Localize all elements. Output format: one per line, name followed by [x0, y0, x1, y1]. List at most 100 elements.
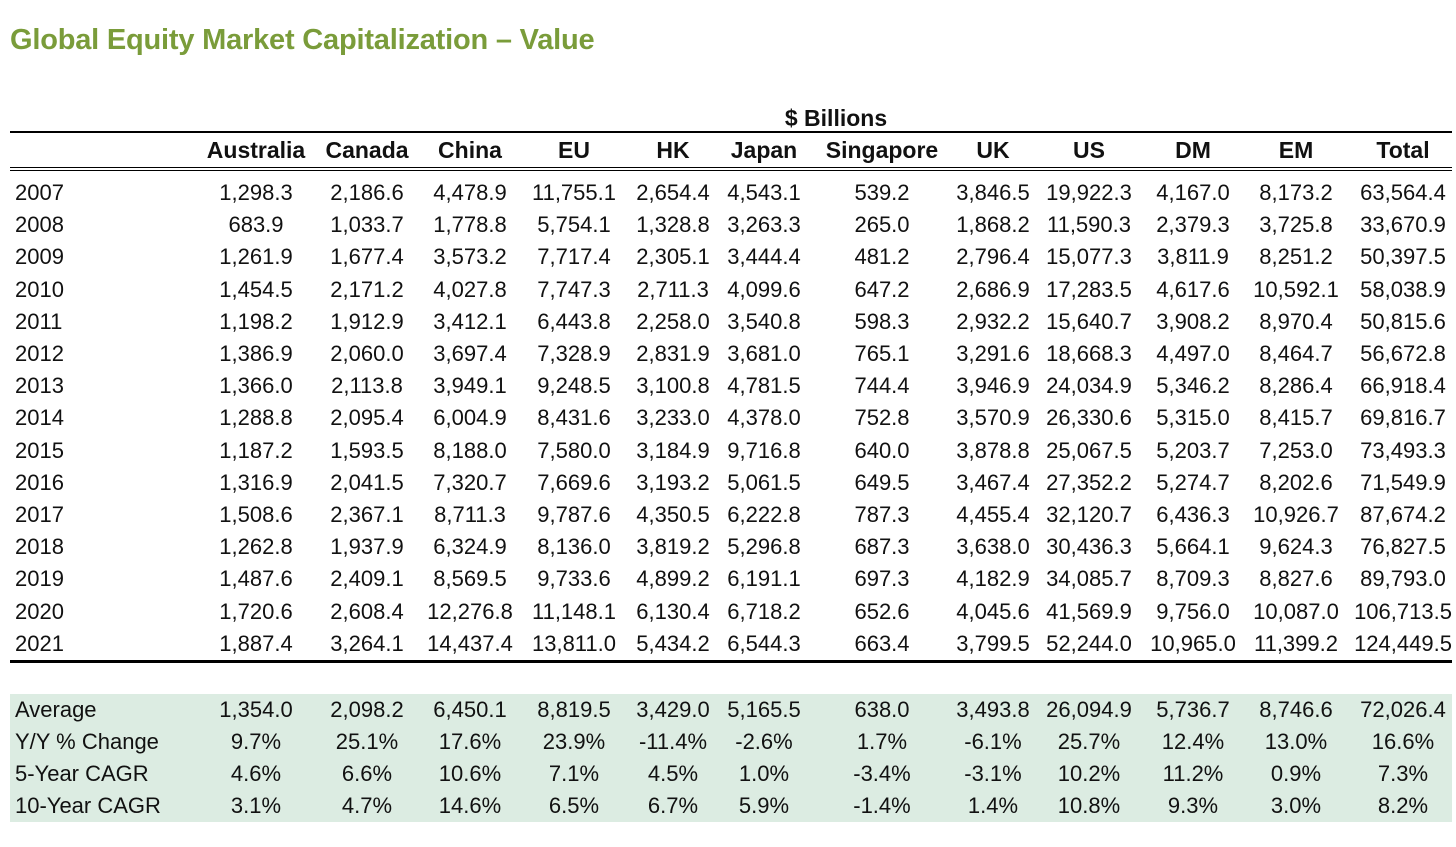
value-cell: 683.9 [228, 212, 284, 238]
value-cell: 2,098.2 [330, 696, 404, 722]
value-cell: 3,573.2 [433, 244, 507, 270]
value-cell: 16.6% [1371, 728, 1435, 754]
value-cell: 10.6% [438, 760, 502, 786]
value-cell: 27,352.2 [1046, 469, 1132, 495]
value-cell: 2,711.3 [637, 276, 709, 302]
value-cell: 124,449.5 [1354, 627, 1452, 663]
value-cell: 1,487.6 [219, 566, 293, 592]
value-cell: 6.7% [647, 792, 699, 818]
value-cell: 5,346.2 [1156, 373, 1230, 399]
value-cell: 1.4% [967, 792, 1019, 818]
value-cell: 19,922.3 [1046, 180, 1132, 206]
value-cell: 10.2% [1057, 760, 1121, 786]
value-cell: 1,288.8 [219, 405, 293, 431]
value-cell: 3,799.5 [956, 627, 1030, 663]
value-cell: 1,187.2 [219, 437, 293, 463]
value-cell: 2,367.1 [330, 501, 404, 527]
row-label-cell: 2011 [15, 308, 63, 334]
value-cell: 26,094.9 [1046, 696, 1132, 722]
value-cell: 2,113.8 [331, 373, 403, 399]
row-label-cell: 2010 [15, 276, 64, 302]
value-cell: 7,253.0 [1259, 437, 1333, 463]
value-cell: 9,733.6 [537, 566, 611, 592]
value-cell: 17,283.5 [1046, 276, 1132, 302]
value-cell: 9.7% [230, 728, 282, 754]
value-cell: 1,261.9 [219, 244, 293, 270]
value-cell: 1,868.2 [956, 212, 1030, 238]
value-cell: 4,455.4 [956, 501, 1030, 527]
value-cell: -3.1% [964, 760, 1022, 786]
value-cell: 71,549.9 [1360, 469, 1446, 495]
value-cell: 12.4% [1161, 728, 1225, 754]
value-cell: 11,755.1 [531, 180, 616, 206]
value-cell: 1,328.8 [636, 212, 710, 238]
value-cell: 10,965.0 [1148, 627, 1238, 663]
value-cell: 5,203.7 [1156, 437, 1230, 463]
spacer [10, 661, 1452, 694]
row-label-cell: 2008 [15, 212, 64, 238]
row-label-cell: 2015 [15, 437, 64, 463]
header-cell-canada: Canada [316, 131, 418, 171]
value-cell: 649.5 [854, 469, 910, 495]
value-cell: 539.2 [854, 180, 910, 206]
value-cell: 11,148.1 [531, 598, 616, 624]
value-cell: 4,027.8 [433, 276, 507, 302]
value-cell: 66,918.4 [1360, 373, 1446, 399]
header-cell-japan: Japan [720, 131, 808, 171]
value-cell: 697.3 [854, 566, 910, 592]
value-cell: 3,570.9 [956, 405, 1030, 431]
value-cell: 2,654.4 [636, 180, 710, 206]
value-cell: -3.4% [853, 760, 911, 786]
table-row: 2017 1,508.6 2,367.1 8,711.3 9,787.6 4,350.5 6… [10, 499, 1452, 531]
header-row: Australia Canada China EU HK Japan Singa… [10, 131, 1452, 171]
value-cell: 50,397.5 [1360, 244, 1446, 270]
value-cell: 10,926.7 [1253, 501, 1339, 527]
value-cell: 76,827.5 [1360, 534, 1446, 560]
value-cell: 8,415.7 [1259, 405, 1333, 431]
value-cell: 481.2 [854, 244, 910, 270]
value-cell: 14.6% [438, 792, 502, 818]
value-cell: 7,580.0 [537, 437, 611, 463]
value-cell: 1,366.0 [219, 373, 293, 399]
value-cell: 4.7% [341, 792, 393, 818]
value-cell: 6,544.3 [720, 627, 808, 663]
value-cell: 5.9% [738, 792, 790, 818]
unit-label-row: $ Billions [10, 105, 1452, 131]
value-cell: 32,120.7 [1046, 501, 1132, 527]
value-cell: 89,793.0 [1360, 566, 1446, 592]
value-cell: 4,099.6 [727, 276, 801, 302]
value-cell: 9.3% [1167, 792, 1219, 818]
row-label-cell: 2009 [15, 244, 64, 270]
value-cell: 7,669.6 [537, 469, 611, 495]
value-cell: 5,274.7 [1156, 469, 1230, 495]
value-cell: 25.7% [1057, 728, 1121, 754]
value-cell: 18,668.3 [1046, 341, 1132, 367]
value-cell: 6,004.9 [433, 405, 507, 431]
value-cell: 1,033.7 [330, 212, 404, 238]
value-cell: 4,781.5 [727, 373, 801, 399]
value-cell: 1,887.4 [196, 627, 316, 663]
value-cell: 1,316.9 [219, 469, 293, 495]
value-cell: 6,222.8 [727, 501, 801, 527]
value-cell: 5,061.5 [727, 469, 801, 495]
value-cell: 8,464.7 [1259, 341, 1333, 367]
value-cell: 0.9% [1270, 760, 1322, 786]
value-cell: 33,670.9 [1360, 212, 1446, 238]
row-label-cell: 2012 [15, 341, 64, 367]
value-cell: 5,296.8 [727, 534, 801, 560]
value-cell: 3,811.9 [1157, 244, 1229, 270]
value-cell: 1,677.4 [330, 244, 404, 270]
value-cell: 11.2% [1162, 760, 1224, 786]
value-cell: 9,787.6 [537, 501, 611, 527]
value-cell: 6,324.9 [433, 534, 507, 560]
value-cell: 8,286.4 [1259, 373, 1333, 399]
value-cell: 6,443.8 [537, 308, 611, 334]
value-cell: 6.6% [341, 760, 393, 786]
value-cell: 4,497.0 [1156, 341, 1230, 367]
value-cell: 3,946.9 [956, 373, 1030, 399]
value-cell: 1,593.5 [330, 437, 404, 463]
value-cell: 3,540.8 [727, 308, 801, 334]
value-cell: 5,165.5 [727, 696, 801, 722]
page-title: Global Equity Market Capitalization – Va… [10, 24, 595, 56]
value-cell: 26,330.6 [1046, 405, 1132, 431]
